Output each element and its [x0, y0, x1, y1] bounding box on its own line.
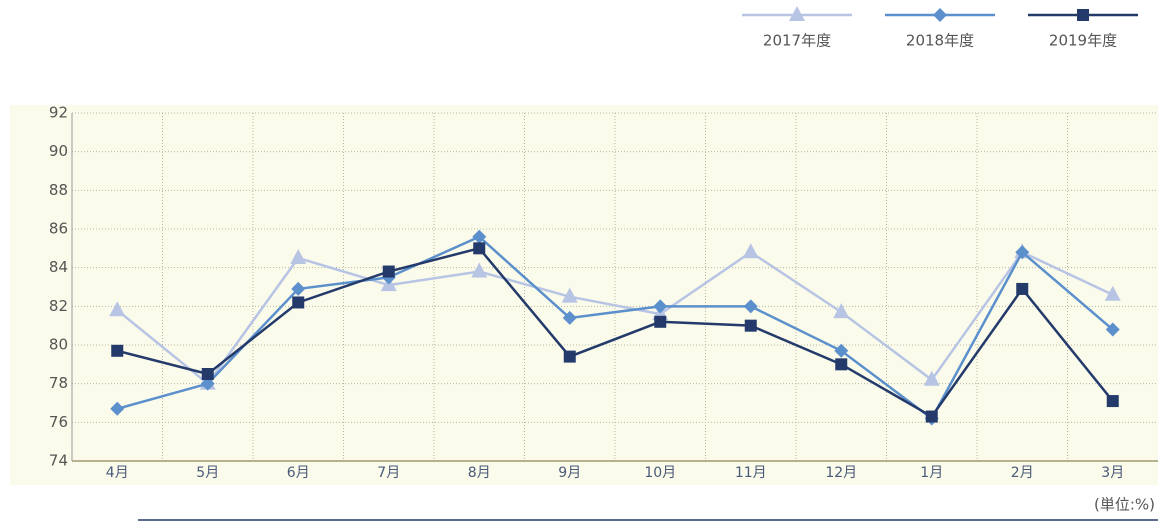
legend-label: 2019年度: [1049, 32, 1117, 50]
point: [109, 301, 126, 317]
point: [742, 243, 759, 259]
point: [835, 358, 848, 371]
legend-marker: [933, 8, 947, 22]
point: [200, 376, 215, 391]
point: [744, 319, 757, 332]
point: [111, 344, 124, 357]
point: [925, 410, 938, 423]
point: [654, 315, 667, 328]
point: [290, 249, 307, 264]
y-tick-label: 92: [49, 104, 68, 122]
y-tick-label: 88: [49, 181, 68, 199]
point: [562, 310, 577, 325]
point: [110, 401, 125, 416]
x-tick-label: 10月: [644, 465, 676, 481]
point: [834, 343, 849, 358]
point: [561, 287, 578, 303]
point: [1104, 285, 1121, 301]
y-tick-label: 84: [49, 258, 68, 276]
y-tick-label: 86: [49, 220, 68, 238]
point: [1015, 245, 1030, 260]
x-tick-label: 11月: [735, 465, 767, 481]
x-tick-label: 4月: [106, 465, 129, 481]
point: [923, 370, 940, 386]
point: [1105, 322, 1120, 337]
unit-note: (単位:%): [1094, 496, 1155, 514]
point: [833, 303, 850, 319]
y-tick-label: 78: [49, 374, 68, 392]
y-tick-label: 90: [49, 142, 68, 160]
point: [563, 350, 576, 363]
plot-background: [10, 105, 1158, 485]
point: [473, 242, 486, 255]
x-tick-label: 2月: [1011, 465, 1034, 481]
point: [382, 265, 395, 278]
x-tick-label: 7月: [377, 465, 400, 481]
legend-marker: [789, 6, 805, 21]
series-line: [116, 235, 1114, 421]
x-tick-label: 6月: [287, 465, 310, 481]
y-tick-label: 76: [49, 413, 68, 431]
series-line: [116, 250, 1114, 386]
x-tick-label: 8月: [468, 465, 491, 481]
x-tick-label: 3月: [1101, 465, 1124, 481]
point: [472, 229, 487, 244]
point: [1016, 282, 1029, 295]
x-tick-label: 12月: [825, 465, 857, 481]
point: [743, 299, 758, 314]
point: [201, 368, 214, 380]
y-tick-label: 74: [49, 452, 68, 470]
y-tick-label: 80: [49, 336, 68, 354]
point: [292, 296, 305, 309]
x-tick-label: 5月: [196, 465, 219, 481]
point: [291, 281, 306, 296]
x-tick-label: 9月: [558, 465, 581, 481]
legend-label: 2018年度: [906, 32, 974, 50]
y-tick-label: 82: [49, 297, 68, 315]
legend-marker: [1077, 9, 1089, 21]
point: [1106, 395, 1119, 408]
x-tick-label: 1月: [920, 465, 943, 481]
point: [471, 262, 488, 278]
legend-label: 2017年度: [763, 32, 831, 50]
point: [653, 299, 668, 314]
series-line: [116, 246, 1114, 419]
